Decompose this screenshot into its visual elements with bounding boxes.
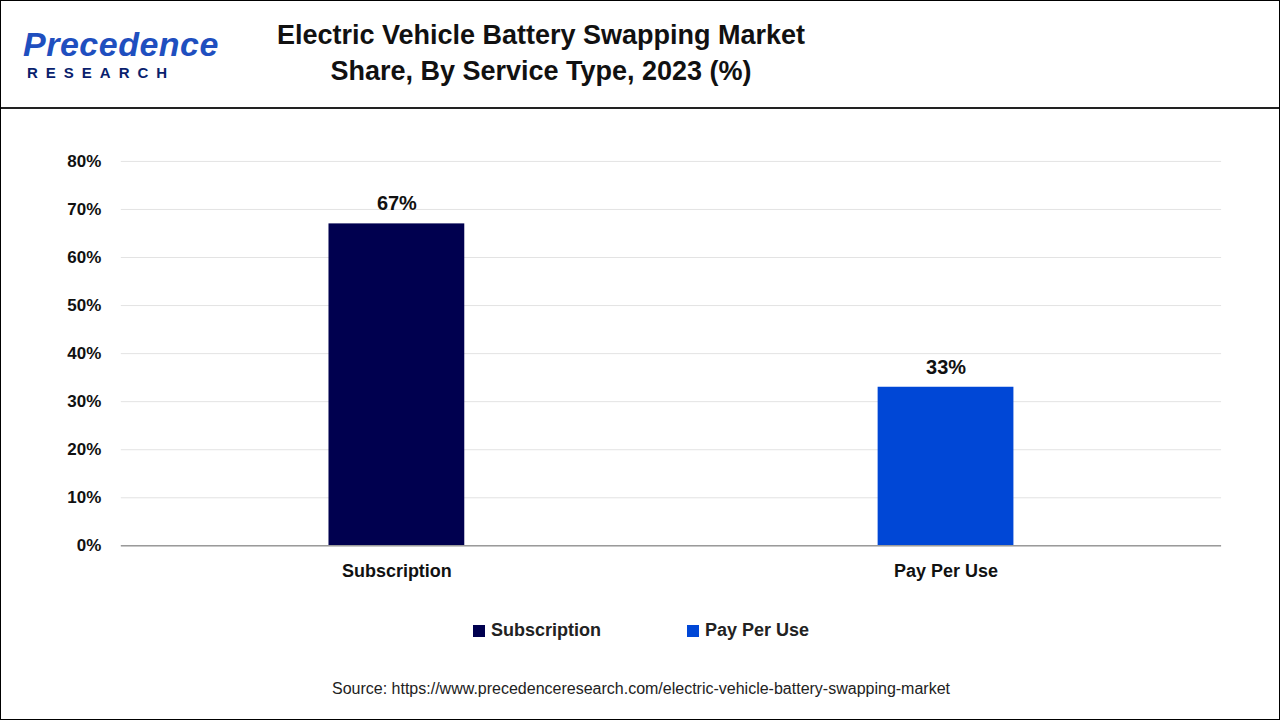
svg-text:30%: 30% (67, 392, 101, 411)
html-text:Subscription: Subscription (491, 620, 601, 640)
svg-text:0%: 0% (77, 536, 102, 555)
html-text:RESEARCH: RESEARCH (27, 64, 176, 81)
html-text:Electric Vehicle Battery Swapp: Electric Vehicle Battery Swapping Market… (276, 20, 806, 86)
html-text:Pay Per Use: Pay Per Use (705, 620, 809, 640)
svg-text:50%: 50% (67, 296, 101, 315)
svg-text:40%: 40% (67, 344, 101, 363)
svg-text:Pay Per Use: Pay Per Use (894, 561, 998, 581)
svg-text:33%: 33% (926, 356, 966, 378)
html-text:Source: https://www.precedence: Source: https://www.precedenceresearch.c… (332, 680, 950, 697)
svg-text:Subscription: Subscription (342, 561, 452, 581)
html-text:Precedence: Precedence (23, 25, 219, 63)
svg-text:60%: 60% (67, 248, 101, 267)
svg-text:70%: 70% (67, 200, 101, 219)
svg-text:10%: 10% (67, 488, 101, 507)
svg-text:67%: 67% (377, 192, 417, 214)
svg-text:20%: 20% (67, 440, 101, 459)
svg-text:80%: 80% (67, 152, 101, 171)
